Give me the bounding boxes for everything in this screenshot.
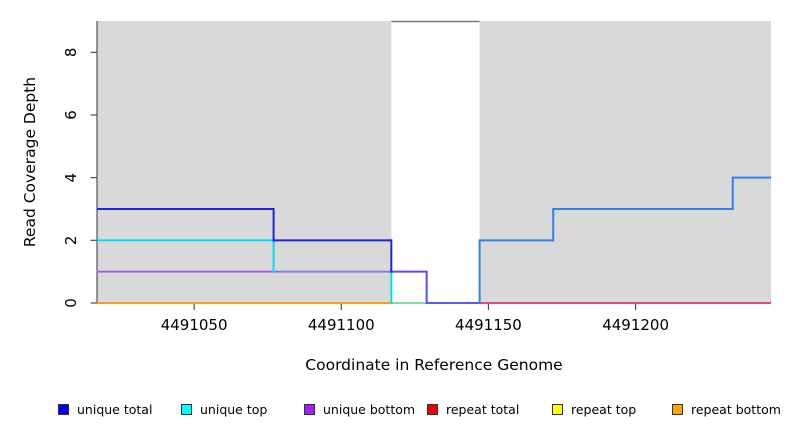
legend-label: unique total (77, 401, 153, 417)
y-tick-label: 2 (62, 236, 80, 246)
legend-label: unique bottom (323, 401, 416, 417)
legend: unique total unique top unique bottom repea… (0, 399, 792, 421)
y-axis-label: Read Coverage Depth (21, 76, 39, 248)
x-tick-label: 4491150 (455, 316, 522, 334)
legend-swatch-repeat-top (552, 403, 563, 415)
y-tick-label: 0 (62, 298, 80, 308)
y-tick-label: 4 (62, 173, 80, 183)
legend-item-unique-top: unique top (181, 399, 267, 419)
y-tick-label: 6 (62, 110, 80, 120)
x-axis-label: Coordinate in Reference Genome (305, 356, 563, 374)
legend-swatch-unique-bottom (304, 403, 315, 415)
legend-swatch-repeat-bottom (672, 403, 683, 415)
legend-label: repeat top (571, 401, 637, 417)
legend-item-unique-bottom: unique bottom (304, 399, 415, 419)
legend-item-repeat-bottom: repeat bottom (672, 399, 781, 419)
x-tick-label: 4491050 (161, 316, 228, 334)
legend-label: repeat total (446, 401, 520, 417)
legend-label: repeat bottom (691, 401, 781, 417)
gap-region (391, 21, 480, 303)
legend-item-unique-total: unique total (58, 399, 152, 419)
legend-swatch-repeat-total (427, 403, 438, 415)
legend-swatch-unique-top (181, 403, 192, 415)
x-tick-label: 4491100 (308, 316, 375, 334)
legend-item-repeat-total: repeat total (427, 399, 519, 419)
legend-swatch-unique-total (58, 403, 69, 415)
x-tick-label: 4491200 (602, 316, 669, 334)
legend-item-repeat-top: repeat top (552, 399, 636, 419)
legend-label: unique top (200, 401, 268, 417)
y-tick-label: 8 (62, 48, 80, 58)
